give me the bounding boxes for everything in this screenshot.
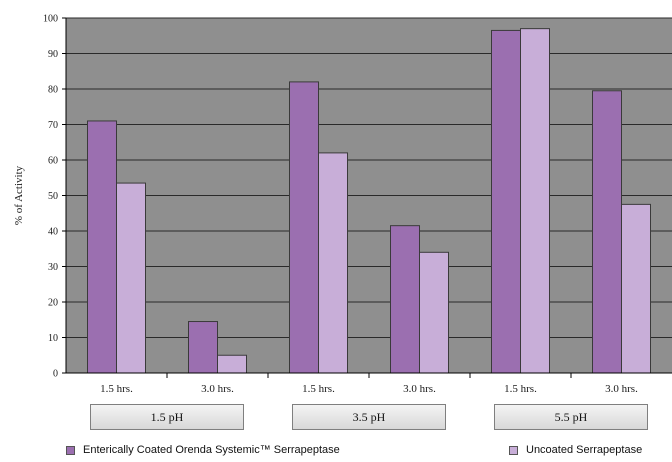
bar-coated [87,120,117,374]
y-tick-label: 30 [48,262,58,273]
group-label: 1.5 pH [90,404,244,430]
group-label: 3.5 pH [292,404,446,430]
legend-label-uncoated: Uncoated Serrapeptase [526,444,643,456]
y-tick-label: 60 [48,156,58,167]
y-tick-label: 40 [48,227,58,238]
y-tick-label: 100 [43,14,58,25]
bar-uncoated [520,28,550,374]
bar-uncoated [419,251,449,374]
y-axis-label: % of Activity [13,165,25,225]
bar-coated [592,90,622,374]
x-tick-label: 1.5 hrs. [504,383,537,395]
legend: Enterically Coated Orenda Systemic™ Serr… [0,444,672,460]
x-tick-label: 3.0 hrs. [605,383,638,395]
bar-uncoated [621,203,651,374]
group-label: 5.5 pH [494,404,648,430]
x-axis-ticks: 1.5 hrs. 3.0 hrs. 1.5 hrs. 3.0 hrs. 1.5 hrs.… [100,373,638,395]
bar-coated [289,81,319,374]
bar-coated [491,29,521,374]
y-tick-label: 20 [48,298,58,309]
gridlines [66,17,672,338]
legend-item-coated: Enterically Coated Orenda Systemic™ Serr… [66,444,340,456]
x-tick-label: 1.5 hrs. [100,383,133,395]
bar-coated [390,225,420,374]
x-tick-label: 3.0 hrs. [403,383,436,395]
y-tick-label: 80 [48,85,58,96]
x-tick-label: 3.0 hrs. [201,383,234,395]
legend-item-uncoated: Uncoated Serrapeptase [509,444,642,456]
y-axis-ticks: 0 10 20 30 40 50 60 70 80 90 100 [43,14,66,380]
legend-label-coated: Enterically Coated Orenda Systemic™ Serr… [83,444,340,456]
bar-coated [188,321,218,374]
bar-uncoated [217,354,247,374]
y-tick-label: 10 [48,333,58,344]
x-tick-label: 1.5 hrs. [302,383,335,395]
y-tick-label: 0 [53,369,58,380]
bars [87,28,651,374]
legend-swatch-coated [66,445,75,455]
y-tick-label: 50 [48,191,58,202]
bar-uncoated [318,152,348,374]
legend-swatch-uncoated [509,445,518,455]
y-tick-label: 70 [48,120,58,131]
bar-uncoated [116,182,146,374]
y-tick-label: 90 [48,49,58,60]
